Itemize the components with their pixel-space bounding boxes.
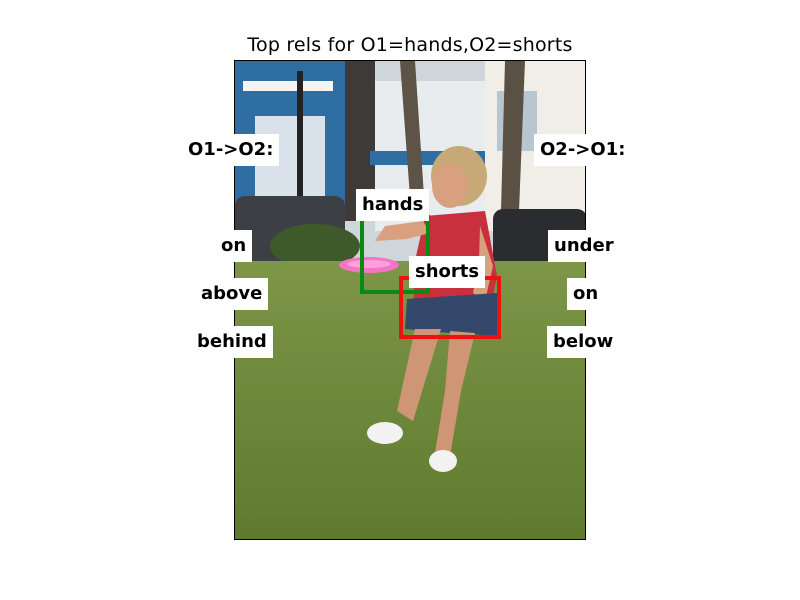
figure-title: Top rels for O1=hands,O2=shorts — [247, 34, 573, 56]
o1-to-o2-rel-1: on — [215, 230, 253, 262]
o1-box-label: hands — [356, 189, 430, 221]
o2-box-label: shorts — [409, 256, 486, 288]
o1-to-o2-rel-2: above — [195, 278, 269, 310]
o2-to-o1-header: O2->O1: — [534, 134, 632, 166]
o2-to-o1-rel-2: on — [567, 278, 605, 310]
o1-to-o2-header: O1->O2: — [182, 134, 280, 166]
o2-to-o1-rel-3: below — [547, 326, 620, 358]
o2-to-o1-rel-1: under — [548, 230, 620, 262]
o1-to-o2-rel-3: behind — [191, 326, 273, 358]
